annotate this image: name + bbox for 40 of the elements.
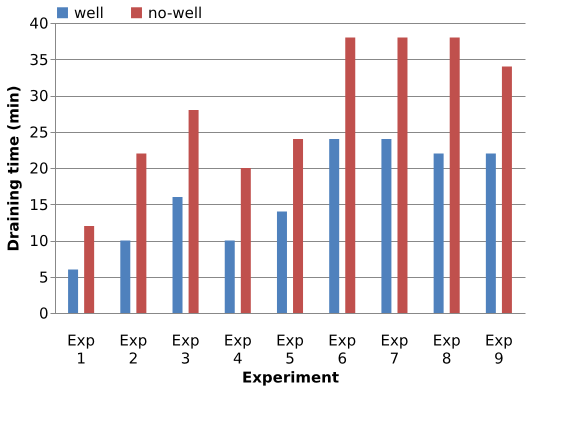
- bar: [345, 38, 356, 313]
- legend-label: well: [74, 4, 104, 22]
- y-tick-label: 0: [38, 304, 48, 322]
- bar: [172, 197, 183, 313]
- y-axis-title: Draining time (min): [4, 85, 22, 252]
- x-tick-label: Exp 3: [172, 332, 200, 368]
- x-tick-label: Exp 6: [328, 332, 356, 368]
- legend-label: no-well: [148, 4, 202, 22]
- bar: [240, 168, 251, 313]
- bar: [293, 139, 304, 313]
- bar: [224, 240, 235, 313]
- x-tick-label: Exp 5: [276, 332, 304, 368]
- x-tick-label: Exp 1: [67, 332, 96, 368]
- y-tick-label: 30: [29, 87, 48, 105]
- y-tick-label: 20: [29, 160, 48, 178]
- bar: [502, 66, 512, 313]
- bar: [434, 154, 444, 313]
- y-tick-label: 35: [29, 50, 48, 69]
- y-tick-label: 10: [29, 232, 48, 250]
- bar: [381, 139, 392, 313]
- x-axis-title: Experiment: [242, 368, 340, 386]
- bar: [450, 38, 460, 313]
- bar: [276, 212, 287, 313]
- bar: [397, 38, 408, 313]
- bar: [329, 139, 340, 313]
- x-tick-label: Exp 2: [119, 332, 148, 368]
- bar: [136, 154, 146, 313]
- x-tick-label: Exp 8: [432, 332, 461, 368]
- y-tick-label: 5: [38, 268, 48, 286]
- x-tick-label: Exp 9: [484, 332, 513, 368]
- bar: [188, 110, 199, 313]
- bar: [68, 270, 78, 313]
- x-tick-label: Exp 4: [224, 332, 252, 368]
- y-tick-label: 15: [29, 196, 48, 214]
- y-tick-label: 25: [29, 123, 48, 142]
- y-tick-label: 40: [29, 14, 48, 32]
- bar: [486, 154, 496, 313]
- x-tick-label: Exp 7: [380, 332, 408, 368]
- bar: [120, 240, 130, 313]
- bar: [84, 226, 94, 313]
